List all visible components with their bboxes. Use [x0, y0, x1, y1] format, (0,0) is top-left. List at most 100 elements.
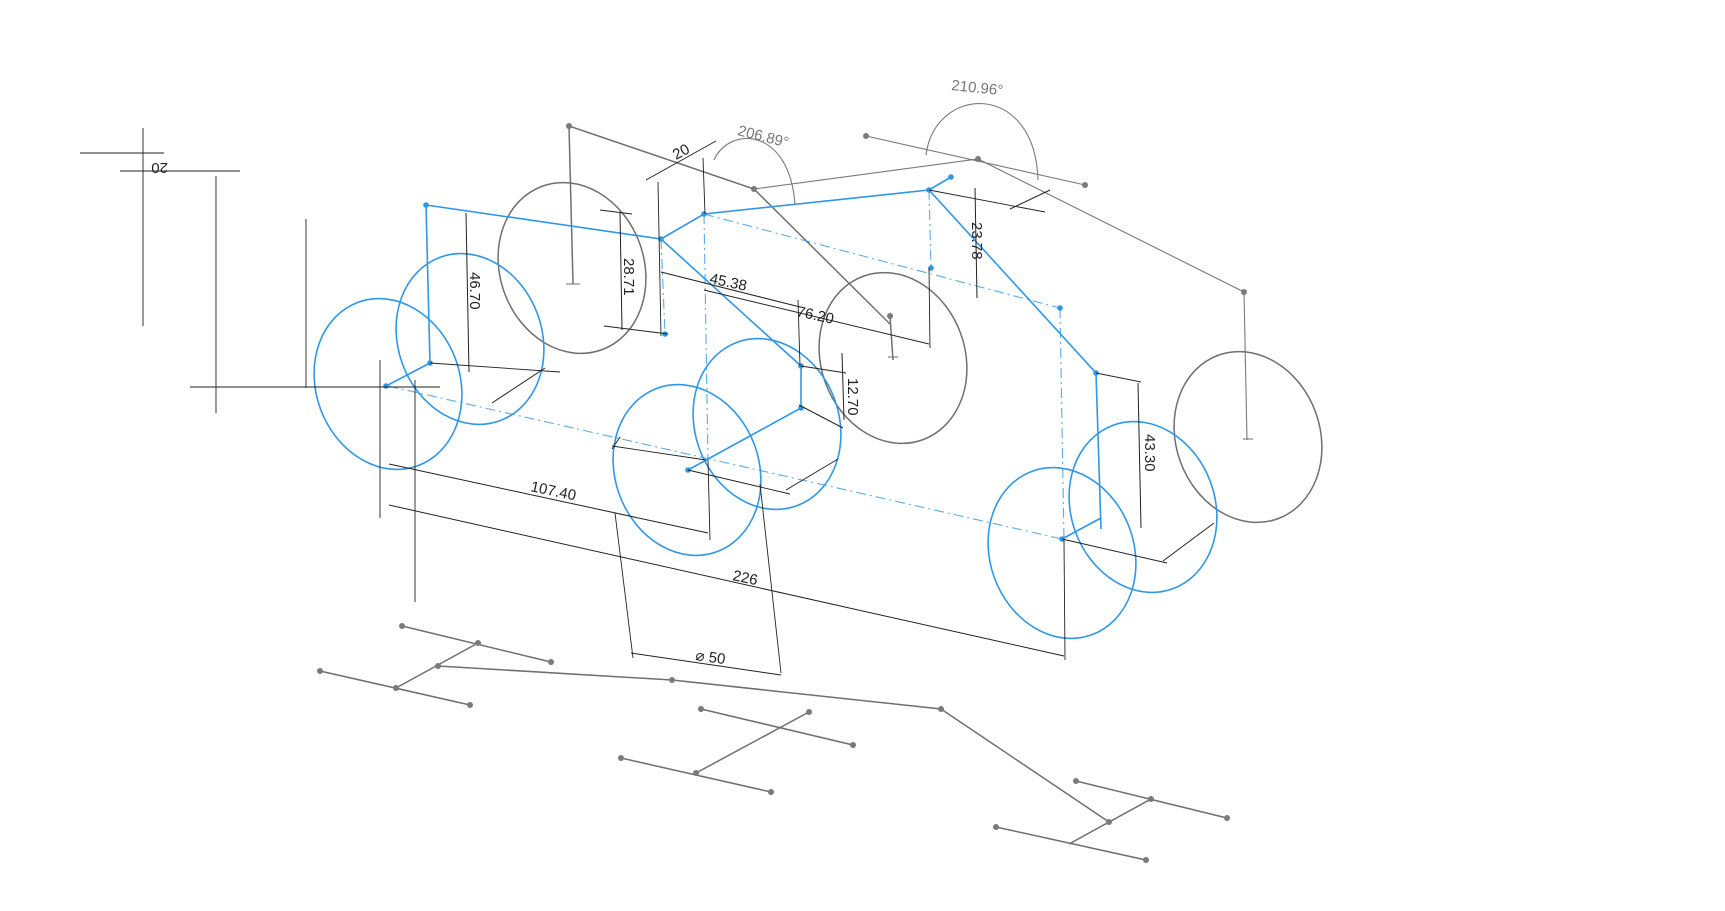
dim-label-226[interactable]: 226 [731, 567, 759, 589]
dim-107-40-line [388, 463, 709, 534]
dim-label-23-78[interactable]: 23.78 [968, 222, 985, 260]
dim-76-20-line [703, 289, 930, 345]
blue-body-profile[interactable] [425, 189, 1102, 530]
blue-centerline-upper [703, 213, 1061, 309]
dim-28-71-ext [599, 209, 633, 215]
angle-arc-206 [713, 138, 796, 206]
dim-76-20-ext [928, 267, 931, 349]
grey-lower-spine [437, 665, 1110, 823]
active-sketch-geometry[interactable] [291, 174, 1241, 659]
dimension-labels: 20 20 206.89° 210.96° 46.70 28.71 45.38 … [151, 77, 1158, 668]
blue-centerline-rear [660, 238, 666, 335]
blue-point[interactable] [423, 202, 429, 208]
dim-107-40-ext [707, 459, 711, 541]
grey-point[interactable] [698, 706, 704, 712]
blue-point[interactable] [928, 265, 934, 271]
dim-23-78-ext [928, 189, 1046, 213]
blue-point[interactable] [1057, 305, 1063, 311]
grey-point[interactable] [399, 623, 405, 629]
blue-point[interactable] [701, 211, 707, 217]
grey-point[interactable] [566, 123, 572, 129]
dim-label-46-70[interactable]: 46.70 [466, 272, 483, 310]
blue-front-axle[interactable] [1061, 517, 1102, 540]
grey-point[interactable] [938, 706, 944, 712]
blue-front-slope[interactable] [660, 238, 802, 408]
grey-point[interactable] [1148, 796, 1154, 802]
blue-rear-axle[interactable] [385, 362, 431, 387]
blue-point[interactable] [658, 236, 664, 242]
blue-mid-axle[interactable] [687, 407, 802, 471]
grey-point[interactable] [618, 755, 624, 761]
inactive-sketch-geometry [317, 123, 1323, 863]
grey-point[interactable] [768, 789, 774, 795]
grey-point[interactable] [393, 685, 399, 691]
blue-point[interactable] [383, 383, 389, 389]
dim-45-38-line [660, 271, 801, 308]
blue-centerline-lower [387, 385, 1063, 540]
wheel-grey-front-right [1173, 350, 1323, 524]
dim-label-angle-210[interactable]: 210.96° [951, 77, 1004, 99]
grey-point[interactable] [975, 156, 981, 162]
wheel-blue-front-inner[interactable] [1046, 401, 1241, 614]
angle-arc-210 [925, 102, 1039, 181]
dim-12-70-ext [800, 365, 847, 374]
dim-label-45-38[interactable]: 45.38 [708, 270, 748, 294]
grey-point[interactable] [1073, 778, 1079, 784]
dim-10-small [611, 436, 621, 450]
dim-label-28-71[interactable]: 28.71 [620, 258, 637, 296]
wheel-blue-mid-outer[interactable] [590, 364, 785, 577]
dim-label-20-top[interactable]: 20 [151, 159, 168, 176]
grey-point[interactable] [850, 742, 856, 748]
dim-20-angled-line [645, 140, 717, 181]
grey-point[interactable] [435, 663, 441, 669]
dim-40-mid [785, 458, 839, 491]
grey-point[interactable] [1241, 289, 1247, 295]
dimension-lines [80, 102, 1215, 676]
blue-centerline-vert-2 [1059, 307, 1065, 541]
grey-point[interactable] [1106, 819, 1112, 825]
dim-20-angled-ext2 [702, 157, 706, 215]
grey-post-mid [889, 315, 894, 361]
grey-upper-profile [568, 125, 891, 325]
dim-label-20-angled[interactable]: 20 [670, 141, 693, 164]
grey-point[interactable] [863, 133, 869, 139]
grey-point[interactable] [751, 186, 757, 192]
dim-28-71-line [619, 211, 623, 331]
dim-dia-ext1 [614, 512, 634, 659]
blue-roof-tip[interactable] [928, 176, 952, 191]
grey-point[interactable] [993, 824, 999, 830]
dim-40-rear [491, 367, 546, 404]
grey-point[interactable] [475, 640, 481, 646]
grey-point[interactable] [887, 313, 893, 319]
dim-226-line [388, 504, 1065, 657]
grey-point[interactable] [1082, 182, 1088, 188]
blue-centerline-vert-3 [928, 189, 932, 269]
dim-40-front [1162, 522, 1215, 562]
grey-point[interactable] [548, 659, 554, 665]
grey-point[interactable] [317, 668, 323, 674]
grey-point[interactable] [669, 677, 675, 683]
dim-label-diameter-50[interactable]: ⌀ 50 [694, 647, 726, 668]
blue-point[interactable] [948, 174, 954, 180]
dim-label-43-30[interactable]: 43.30 [1141, 434, 1158, 472]
wheel-blue-front-outer[interactable] [965, 447, 1160, 660]
dim-12-70-line [841, 352, 845, 421]
dim-43-30-line [1137, 382, 1142, 529]
dim-label-angle-206[interactable]: 206.89° [736, 122, 790, 151]
blue-rear-post[interactable] [425, 204, 431, 364]
grey-point[interactable] [806, 709, 812, 715]
grey-point[interactable] [693, 770, 699, 776]
wheel-grey-rear-left [497, 181, 647, 355]
dim-label-107-40[interactable]: 107.40 [529, 478, 577, 504]
wheel-blue-rear-outer[interactable] [291, 278, 486, 491]
wheel-blue-mid-inner[interactable] [670, 318, 865, 531]
grey-point[interactable] [1143, 857, 1149, 863]
dim-label-12-70[interactable]: 12.70 [844, 378, 861, 416]
grey-point[interactable] [467, 702, 473, 708]
wheel-blue-rear-inner[interactable] [373, 233, 568, 446]
dim-20-angled-ext1 [657, 181, 662, 337]
grey-point[interactable] [1224, 815, 1230, 821]
grey-axle-2c [695, 711, 810, 774]
dim-10-top [1009, 189, 1051, 210]
